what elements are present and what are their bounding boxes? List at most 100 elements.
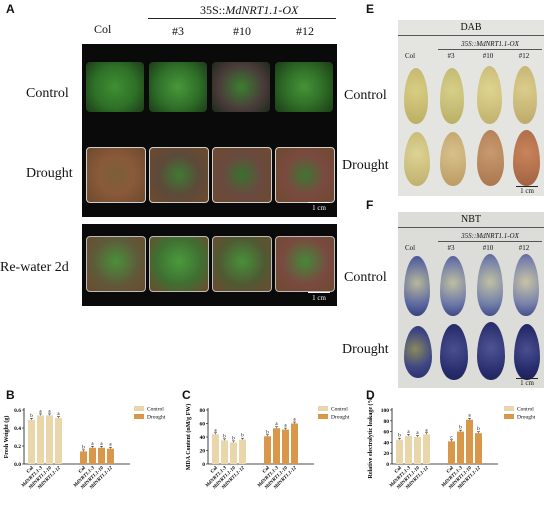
legend-swatch <box>134 406 144 411</box>
significance-letter: a <box>284 424 287 429</box>
significance-letter: a <box>468 414 471 419</box>
y-tick-label: 0 <box>202 462 205 468</box>
y-tick-label: 60 <box>384 430 390 436</box>
bar-control <box>396 439 403 464</box>
bar-drought <box>264 436 271 464</box>
nbt-row-control: Control <box>344 270 387 285</box>
tray-drought-12 <box>275 147 335 203</box>
significance-letter: a <box>214 428 217 433</box>
legend-swatch <box>504 406 514 411</box>
nbt-col-header: Col <box>404 244 416 252</box>
significance-letter: a <box>425 428 428 433</box>
construct-gene: MdNRT1.1-OX <box>225 3 299 17</box>
dab-title-rule <box>398 35 544 36</box>
y-axis-label: MDA Content (nM/g FW) <box>185 404 192 471</box>
panel-letter-c: C <box>182 388 191 402</box>
nbt-line-12: #12 <box>518 244 530 252</box>
significance-letter: a <box>100 442 103 447</box>
significance-letter: a <box>416 431 419 436</box>
category-label: Col <box>262 465 271 474</box>
nbt-leaf-control-3 <box>440 256 466 316</box>
dab-row-control: Control <box>344 88 387 103</box>
y-tick-label: 80 <box>384 419 390 425</box>
chart-c: MDA Content (nM/g FW) 020406080aColbMdNRT… <box>185 404 350 491</box>
tray-control-3 <box>149 62 207 112</box>
y-tick-label: 40 <box>200 435 206 441</box>
tray-drought-3 <box>149 147 209 203</box>
nbt-leaf-drought-10 <box>477 322 505 380</box>
dab-leaf-control-12 <box>513 66 537 124</box>
nbt-leaf-drought-col <box>404 326 432 378</box>
plant-photo-rewater: 1 cm <box>82 224 337 306</box>
row-label-rewater: Re-water 2d <box>0 260 69 275</box>
scale-bar-a1: 1 cm <box>308 202 330 212</box>
line-label-10: #10 <box>233 24 251 38</box>
legend-label: Drought <box>147 415 166 421</box>
significance-letter: b <box>266 430 269 435</box>
bar-drought <box>457 431 464 464</box>
nbt-construct-rule <box>438 241 542 242</box>
row-label-drought: Drought <box>26 166 73 181</box>
y-axis-label: Relative electrolytic leakage (%) <box>367 398 374 479</box>
dab-scale-label: 1 cm <box>520 187 534 195</box>
chart-d: Relative electrolytic leakage (%) 0 20 40 60… <box>367 398 536 491</box>
y-tick-label: 0 <box>386 462 389 468</box>
bar-drought <box>466 419 473 464</box>
bar-control <box>37 415 44 464</box>
significance-letter: c <box>450 435 453 440</box>
y-tick-label: 0.4 <box>14 426 21 432</box>
panel-letter-b: B <box>6 388 15 402</box>
nbt-scale-line <box>516 378 538 379</box>
significance-letter: a <box>293 418 296 423</box>
nbt-row-drought: Drought <box>342 342 389 357</box>
bar-drought <box>448 441 455 464</box>
tray-rewater-3 <box>149 236 209 292</box>
construct-underline <box>148 18 336 19</box>
bar-control <box>239 439 246 464</box>
dab-leaf-control-3 <box>440 68 464 124</box>
significance-letter: b <box>30 414 33 419</box>
nbt-scale-label: 1 cm <box>520 379 534 387</box>
significance-letter: a <box>48 409 51 414</box>
legend-label: Drought <box>331 415 350 421</box>
bar-control <box>221 440 228 464</box>
bar-drought <box>282 429 289 464</box>
y-axis-label: Fresh Weight (g) <box>3 416 10 459</box>
nbt-leaf-control-12 <box>513 254 539 316</box>
panel-letter-f: F <box>366 198 374 212</box>
nbt-leaf-drought-12 <box>514 324 540 380</box>
y-tick-label: 60 <box>200 422 206 428</box>
construct-prefix: 35S:: <box>200 3 226 17</box>
dab-photo: DAB Col 35S::MdNRT1.1-OX #3 #10 #12 1 cm <box>398 20 544 196</box>
y-tick-label: 20 <box>384 451 390 457</box>
bar-control <box>212 434 219 464</box>
tray-drought-col <box>86 147 146 203</box>
legend-swatch <box>318 406 328 411</box>
panel-letter-d: D <box>366 388 375 402</box>
y-tick-label: 40 <box>384 440 390 446</box>
dab-scale-line <box>516 186 538 187</box>
construct-label: 35S::MdNRT1.1-OX <box>200 3 298 18</box>
dab-leaf-drought-10 <box>477 130 504 186</box>
bar-control <box>423 434 430 464</box>
line-label-12: #12 <box>296 24 314 38</box>
dab-title: DAB <box>460 22 482 33</box>
y-tick-label: 100 <box>381 408 390 414</box>
bar-drought <box>80 451 87 464</box>
dab-leaf-control-10 <box>477 66 502 124</box>
panel-letter-e: E <box>366 2 375 16</box>
nbt-leaf-drought-3 <box>440 324 468 380</box>
y-tick-label: 0.2 <box>14 444 21 450</box>
legend-label: Control <box>147 407 164 413</box>
nbt-leaf-control-col <box>404 256 430 316</box>
nbt-line-3: #3 <box>447 244 455 252</box>
category-label: Col <box>26 465 35 474</box>
dab-leaf-control-col <box>404 68 428 124</box>
significance-letter: b <box>477 427 480 432</box>
legend-swatch <box>504 414 514 419</box>
dab-leaf-drought-12 <box>513 130 540 186</box>
significance-letter: a <box>39 409 42 414</box>
scale-bar-a1-label: 1 cm <box>312 204 326 212</box>
significance-letter: b <box>82 445 85 450</box>
tray-control-10 <box>212 62 270 112</box>
